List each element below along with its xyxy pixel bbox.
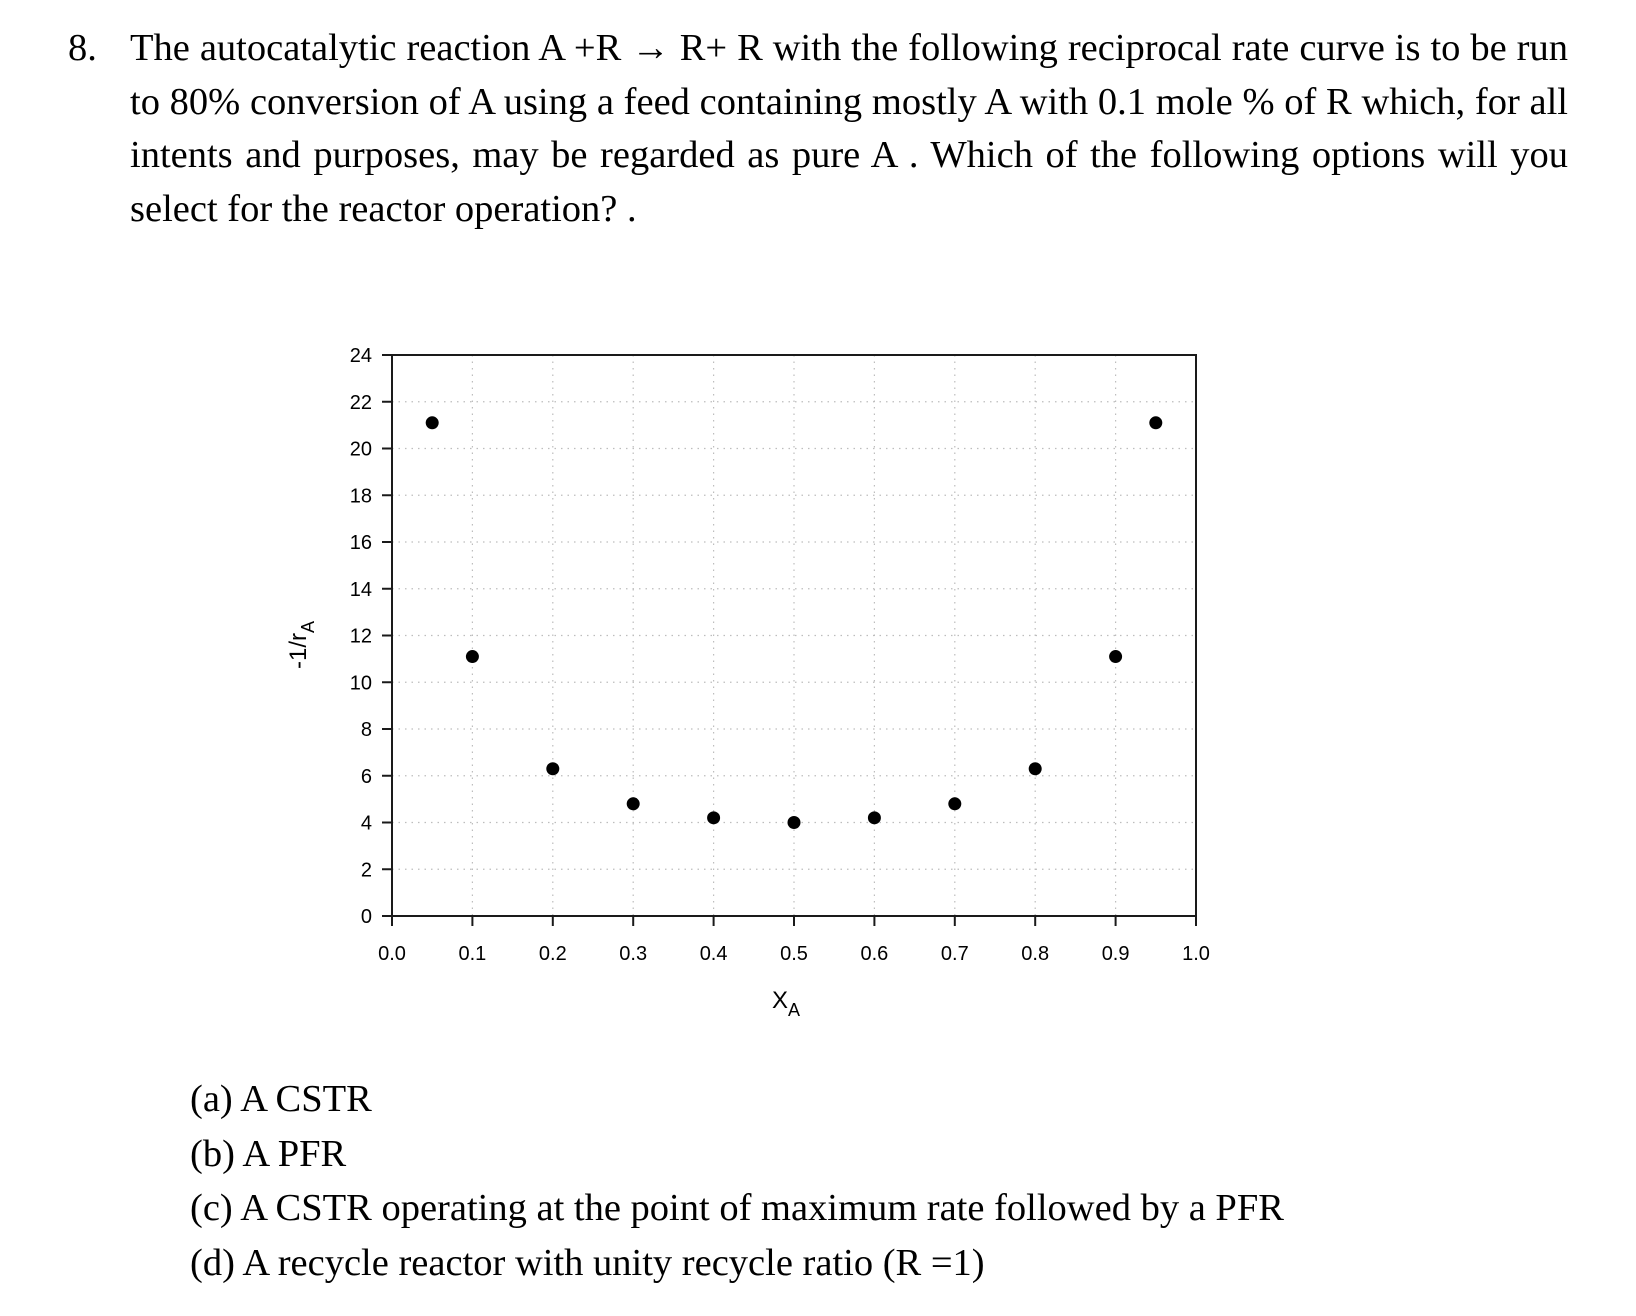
option-label: (a) bbox=[190, 1078, 233, 1120]
x-tick-label: 0.5 bbox=[780, 943, 808, 965]
y-tick-label: 10 bbox=[350, 672, 372, 694]
question-block: 8. The autocatalytic reaction A +R → R+ … bbox=[68, 22, 1568, 236]
x-tick-label: 0.3 bbox=[619, 943, 647, 965]
x-tick-label: 0.4 bbox=[700, 943, 728, 965]
option-text: A recycle reactor with unity recycle rat… bbox=[242, 1241, 985, 1284]
y-tick-label: 2 bbox=[361, 859, 372, 881]
y-axis-label: -1/rA bbox=[285, 621, 318, 669]
data-point bbox=[1109, 650, 1123, 664]
data-point bbox=[787, 816, 801, 829]
option-d[interactable]: (d) A recycle reactor with unity recycle… bbox=[190, 1236, 1284, 1291]
y-tick-label: 24 bbox=[350, 345, 372, 367]
y-tick-label: 4 bbox=[361, 813, 372, 835]
option-text: A CSTR operating at the point of maximum… bbox=[240, 1187, 1284, 1229]
data-point bbox=[626, 797, 640, 811]
x-tick-label: 0.6 bbox=[860, 943, 888, 965]
y-tick-label: 8 bbox=[361, 719, 372, 741]
data-point bbox=[707, 811, 721, 825]
x-axis-label: XA bbox=[772, 987, 800, 1020]
data-point bbox=[1149, 416, 1163, 430]
option-c[interactable]: (c) A CSTR operating at the point of max… bbox=[190, 1181, 1284, 1236]
y-tick-label: 6 bbox=[361, 766, 372, 788]
x-tick-label: 0.2 bbox=[539, 943, 567, 965]
data-point bbox=[465, 650, 479, 664]
y-tick-label: 0 bbox=[361, 906, 372, 928]
option-label: (c) bbox=[190, 1187, 233, 1229]
x-axis-ticks: 0.0 0.1 0.2 0.3 0.4 0.5 0.6 0.7 0.8 0.9 1.0 bbox=[378, 916, 1210, 965]
option-label: (b) bbox=[190, 1132, 235, 1175]
option-label: (d) bbox=[190, 1241, 235, 1284]
y-tick-label: 12 bbox=[350, 626, 372, 648]
option-text: A CSTR bbox=[240, 1078, 372, 1120]
data-point bbox=[425, 416, 439, 430]
data-point bbox=[867, 811, 881, 825]
y-tick-label: 20 bbox=[350, 439, 372, 461]
reciprocal-rate-chart: 0 2 4 6 8 10 12 14 16 18 20 22 24 0.0 0.1 0.2 0.3 0.4 0.5… bbox=[285, 345, 1210, 1020]
axis-labels: XA -1/rA bbox=[285, 621, 800, 1020]
data-point bbox=[546, 762, 560, 776]
option-b[interactable]: (b) A PFR bbox=[190, 1127, 1284, 1182]
y-tick-label: 22 bbox=[350, 392, 372, 414]
y-tick-label: 18 bbox=[350, 485, 372, 507]
data-point bbox=[948, 797, 962, 811]
y-tick-label: 16 bbox=[350, 532, 372, 554]
data-points bbox=[425, 416, 1163, 829]
x-tick-label: 0.8 bbox=[1021, 943, 1049, 965]
data-point bbox=[1028, 762, 1042, 776]
answer-options: (a) A CSTR (b) A PFR (c) A CSTR operatin… bbox=[190, 1072, 1284, 1290]
x-tick-label: 1.0 bbox=[1182, 943, 1210, 965]
x-tick-label: 0.1 bbox=[458, 943, 486, 965]
option-a[interactable]: (a) A CSTR bbox=[190, 1072, 1284, 1127]
option-text: A PFR bbox=[242, 1132, 347, 1175]
question-text: The autocatalytic reaction A +R → R+ R w… bbox=[130, 27, 1568, 230]
x-tick-label: 0.0 bbox=[378, 943, 406, 965]
grid-lines bbox=[392, 355, 1196, 916]
x-tick-label: 0.9 bbox=[1102, 943, 1130, 965]
y-tick-label: 14 bbox=[350, 579, 372, 601]
question-number: 8. bbox=[68, 27, 97, 69]
x-tick-label: 0.7 bbox=[941, 943, 969, 965]
